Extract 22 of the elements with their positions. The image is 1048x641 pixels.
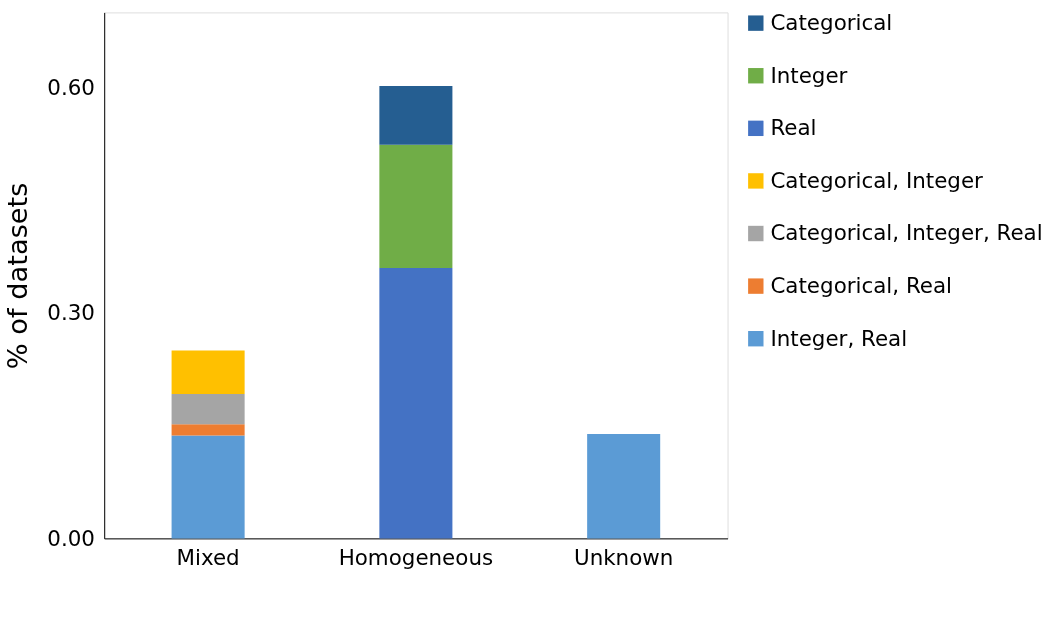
x-tick-label: Mixed xyxy=(176,545,240,571)
y-tick-label: 0.30 xyxy=(47,300,95,326)
y-tick-label: 0.00 xyxy=(47,525,95,551)
legend-label: Categorical, Integer xyxy=(770,167,984,193)
bar xyxy=(379,144,453,268)
x-tick-label: Homogeneous xyxy=(338,545,494,571)
bar xyxy=(379,267,453,539)
bar xyxy=(171,394,245,425)
legend-label: Categorical, Integer, Real xyxy=(770,220,1043,246)
bar xyxy=(171,435,245,539)
legend-label: Real xyxy=(770,115,817,141)
legend-label: Integer, Real xyxy=(770,325,908,351)
legend-label: Integer xyxy=(770,62,848,88)
bar xyxy=(587,433,661,539)
bar xyxy=(171,424,245,436)
y-tick-label: 0.60 xyxy=(47,74,95,100)
bar xyxy=(171,350,245,395)
legend-label: Categorical xyxy=(770,9,893,35)
y-axis-title: % of datasets xyxy=(1,182,33,370)
x-tick-label: Unknown xyxy=(573,545,674,571)
legend-label: Categorical, Real xyxy=(770,272,953,298)
bar xyxy=(379,86,453,145)
